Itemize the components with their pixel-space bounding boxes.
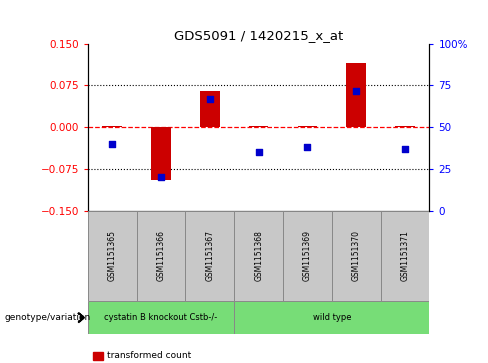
Bar [151, 127, 171, 180]
Point [352, 88, 360, 94]
Title: GDS5091 / 1420215_x_at: GDS5091 / 1420215_x_at [174, 29, 343, 42]
Text: GSM1151369: GSM1151369 [303, 231, 312, 281]
Bar [395, 126, 415, 127]
Bar [283, 211, 332, 301]
Bar [346, 63, 366, 127]
Text: GSM1151368: GSM1151368 [254, 231, 263, 281]
Bar [137, 211, 185, 301]
Point [206, 96, 214, 102]
Point [157, 174, 165, 180]
Text: GSM1151366: GSM1151366 [157, 231, 165, 281]
Point [304, 144, 311, 150]
Bar [381, 211, 429, 301]
Point [401, 146, 409, 152]
Text: cystatin B knockout Cstb-/-: cystatin B knockout Cstb-/- [104, 313, 218, 322]
Text: GSM1151370: GSM1151370 [352, 231, 361, 281]
Bar [298, 126, 317, 127]
Point [108, 141, 116, 147]
Text: genotype/variation: genotype/variation [5, 313, 91, 322]
Bar [200, 91, 220, 127]
Bar [249, 126, 268, 127]
Text: GSM1151367: GSM1151367 [205, 231, 214, 281]
Text: GSM1151365: GSM1151365 [108, 231, 117, 281]
Bar [88, 301, 234, 334]
Bar [234, 301, 429, 334]
Bar [102, 126, 122, 127]
Text: GSM1151371: GSM1151371 [401, 231, 409, 281]
Bar [234, 211, 283, 301]
Point [255, 149, 263, 155]
Bar [88, 211, 137, 301]
Text: wild type: wild type [313, 313, 351, 322]
Text: transformed count: transformed count [107, 351, 192, 360]
Bar [185, 211, 234, 301]
Bar [332, 211, 381, 301]
